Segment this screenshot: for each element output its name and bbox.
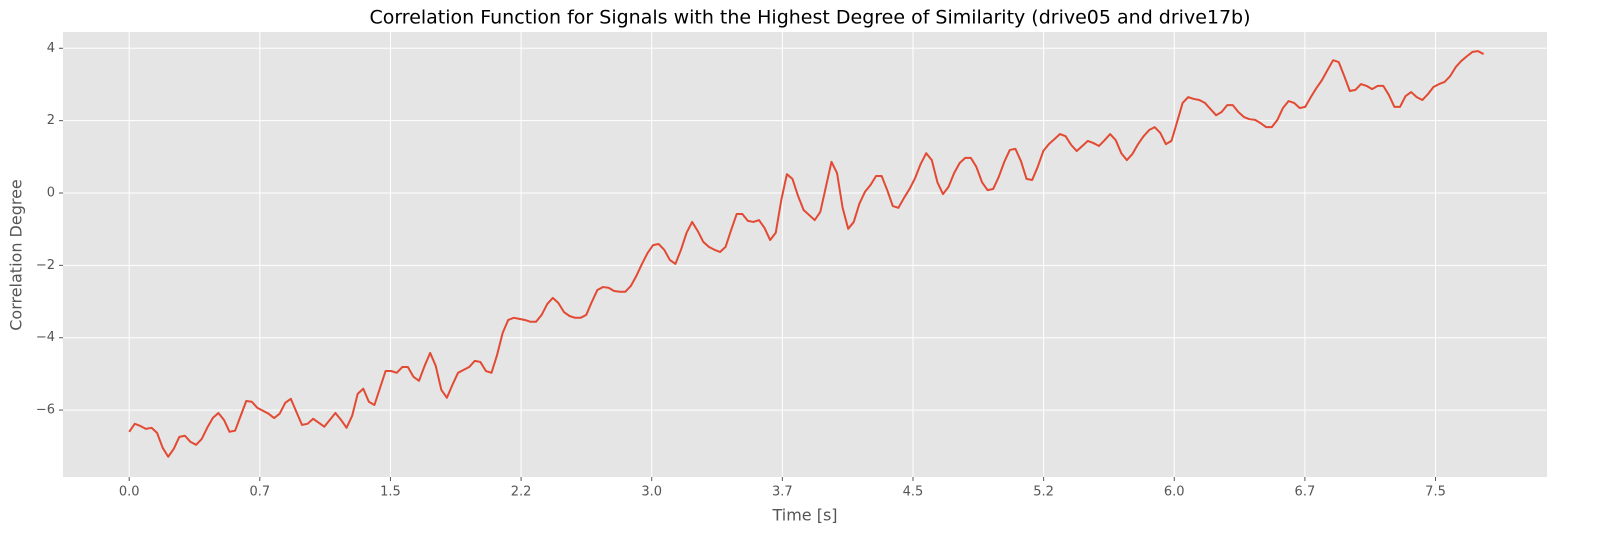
plot-area bbox=[63, 32, 1547, 477]
x-tick-label: 4.5 bbox=[903, 485, 924, 500]
x-tick-label: 0.0 bbox=[119, 485, 140, 500]
y-axis-label: Correlation Degree bbox=[7, 179, 26, 331]
x-tick-label: 0.7 bbox=[249, 485, 270, 500]
x-tick-label: 6.0 bbox=[1164, 485, 1185, 500]
y-tick-label: −4 bbox=[36, 330, 55, 345]
x-tick-label: 1.5 bbox=[380, 485, 401, 500]
y-tick-label: 2 bbox=[47, 113, 55, 128]
y-tick-label: −2 bbox=[36, 258, 55, 273]
x-axis-label: Time [s] bbox=[771, 506, 837, 525]
x-tick-label: 2.2 bbox=[511, 485, 532, 500]
chart-title: Correlation Function for Signals with th… bbox=[369, 7, 1250, 29]
y-tick-label: −6 bbox=[36, 403, 55, 418]
x-tick-label: 3.7 bbox=[772, 485, 793, 500]
y-tick-label: 4 bbox=[47, 41, 55, 56]
y-tick-label: 0 bbox=[47, 185, 55, 200]
x-tick-label: 5.2 bbox=[1033, 485, 1054, 500]
data-line bbox=[128, 50, 1485, 458]
x-tick-label: 6.7 bbox=[1295, 485, 1316, 500]
x-tick-label: 3.0 bbox=[641, 485, 662, 500]
x-tick-label: 7.5 bbox=[1425, 485, 1446, 500]
